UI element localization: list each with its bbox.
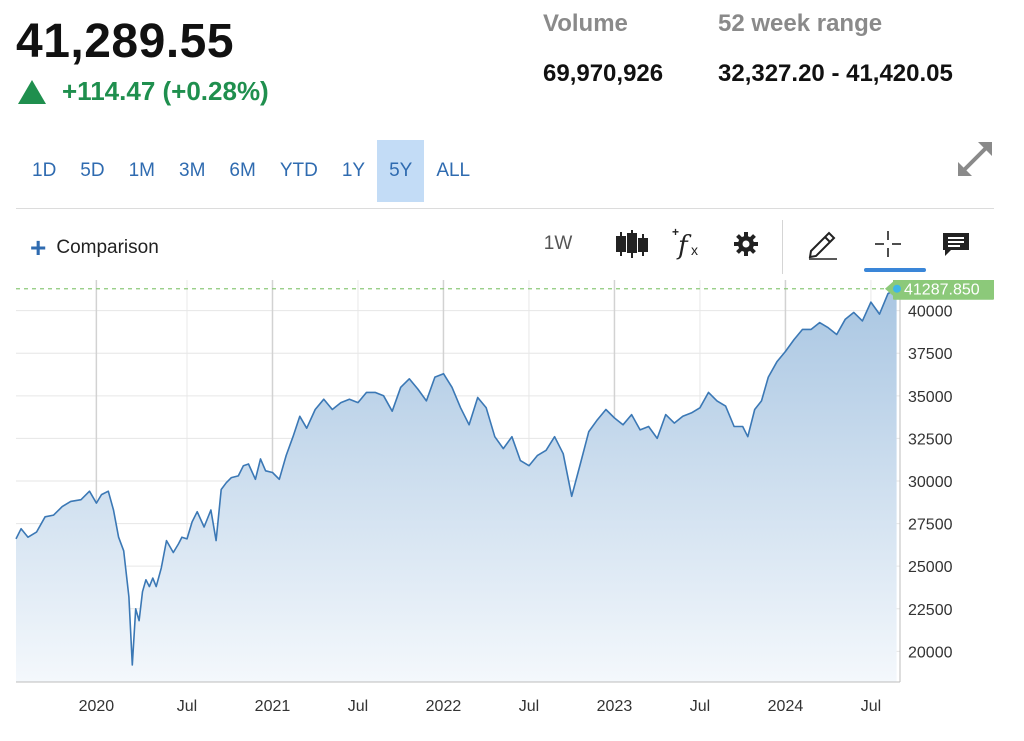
- range-tab-5y[interactable]: 5Y: [377, 140, 425, 202]
- week-range-label: 52 week range: [718, 10, 883, 37]
- range-tab-5d[interactable]: 5D: [80, 160, 105, 181]
- y-tick-label: 32500: [908, 431, 953, 448]
- comparison-label: Comparison: [56, 237, 159, 258]
- y-tick-label: 25000: [908, 559, 953, 576]
- y-tick-label: 22500: [908, 602, 953, 619]
- range-tab-1m[interactable]: 1M: [128, 160, 155, 181]
- x-tick-label: Jul: [177, 698, 197, 715]
- pencil-icon[interactable]: [802, 224, 842, 264]
- x-tick-label: Jul: [519, 698, 539, 715]
- crosshair-icon[interactable]: [868, 224, 908, 264]
- function-icon[interactable]: + f x: [668, 224, 708, 264]
- x-tick-label: Jul: [690, 698, 710, 715]
- y-tick-label: 40000: [908, 304, 953, 321]
- toolbar-divider: [782, 220, 783, 274]
- y-tick-label: 30000: [908, 474, 953, 491]
- comment-icon[interactable]: [936, 224, 976, 264]
- svg-text:+: +: [672, 226, 679, 239]
- last-price-tag: [893, 280, 994, 300]
- last-price-label: 41287.850: [904, 282, 980, 299]
- volume-value: 69,970,926: [543, 60, 664, 87]
- volume-label: Volume: [543, 10, 628, 37]
- comparison-button[interactable]: + Comparison: [30, 232, 159, 263]
- plus-icon: +: [30, 232, 47, 263]
- x-tick-label: 2022: [426, 698, 462, 715]
- last-price-tag-pointer: [885, 281, 893, 296]
- y-tick-label: 35000: [908, 389, 953, 406]
- svg-text:f: f: [676, 231, 692, 261]
- price-area: [16, 288, 897, 682]
- expand-icon[interactable]: [954, 138, 996, 180]
- price-change: +114.47 (+0.28%): [18, 76, 269, 107]
- range-tab-3m[interactable]: 3M: [179, 160, 206, 181]
- range-tab-1d[interactable]: 1D: [32, 160, 57, 181]
- range-tab-1y[interactable]: 1Y: [341, 160, 366, 181]
- week-range-value: 32,327.20 - 41,420.05: [718, 60, 953, 87]
- y-tick-label: 37500: [908, 346, 953, 363]
- x-tick-label: Jul: [861, 698, 881, 715]
- range-tab-6m[interactable]: 6M: [229, 160, 256, 181]
- up-arrow-icon: [18, 79, 46, 104]
- x-tick-label: Jul: [348, 698, 368, 715]
- last-price-dot: [893, 284, 901, 293]
- range-tab-ytd[interactable]: YTD: [279, 160, 318, 181]
- y-tick-label: 27500: [908, 517, 953, 534]
- price-change-value: +114.47 (+0.28%): [62, 76, 269, 106]
- interval-button[interactable]: 1W: [543, 233, 573, 254]
- index-price: 41,289.55: [16, 15, 235, 68]
- header-divider: [16, 208, 994, 209]
- active-tool-indicator: [864, 268, 926, 272]
- x-tick-label: 2021: [255, 698, 291, 715]
- price-line: [15, 288, 897, 666]
- x-tick-label: 2020: [79, 698, 115, 715]
- candlestick-icon[interactable]: [612, 224, 652, 264]
- svg-text:x: x: [691, 242, 698, 258]
- gear-icon[interactable]: [726, 224, 766, 264]
- time-range-tabs: 1D 5D 1M 3M 6M YTD 1Y 5Y ALL: [18, 140, 482, 202]
- range-tab-all[interactable]: ALL: [436, 160, 471, 181]
- price-chart[interactable]: 20000 22500 25000 27500 30000 32500 35000 37500…: [0, 280, 1000, 741]
- x-tick-label: 2023: [597, 698, 633, 715]
- y-tick-label: 20000: [908, 644, 953, 661]
- x-tick-label: 2024: [768, 698, 804, 715]
